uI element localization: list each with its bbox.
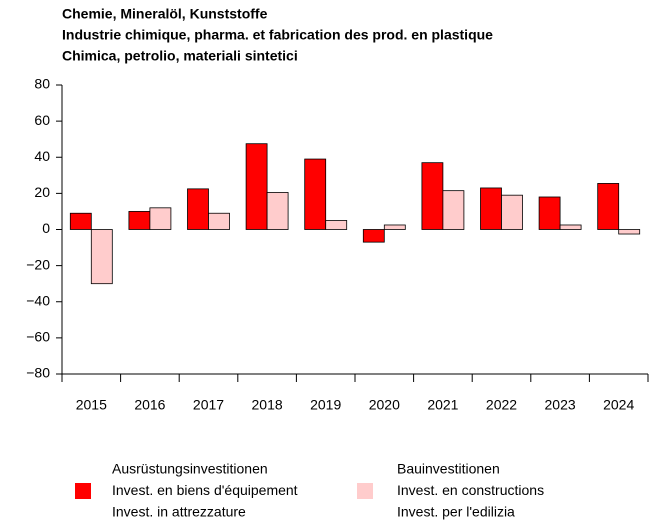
bar	[325, 220, 348, 230]
x-tick-label: 2020	[369, 397, 400, 413]
y-tick-label: 0	[42, 220, 50, 236]
y-tick-label: −40	[26, 292, 50, 308]
y-tick-label: 80	[34, 76, 50, 92]
y-tick-label: −80	[26, 365, 50, 381]
x-tick-label: 2022	[486, 397, 517, 413]
legend-label: Invest. en biens d'équipement	[112, 482, 298, 498]
bar	[501, 194, 523, 230]
bar	[559, 224, 582, 230]
x-tick-label: 2016	[134, 397, 165, 413]
bar	[362, 229, 385, 243]
bar	[149, 207, 172, 230]
bar	[480, 187, 502, 230]
x-tick-label: 2024	[603, 397, 634, 413]
legend-swatch	[75, 483, 91, 499]
bar	[618, 229, 641, 235]
chart-title: Chemie, Mineralöl, Kunststoffe	[62, 6, 268, 22]
bar	[208, 212, 230, 230]
x-tick-label: 2018	[252, 397, 283, 413]
x-tick-label: 2015	[76, 397, 107, 413]
bar	[597, 183, 620, 230]
bar	[128, 211, 151, 230]
legend-label: Bauinvestitionen	[397, 461, 500, 477]
y-tick-label: −60	[26, 329, 50, 345]
y-tick-label: 60	[34, 112, 50, 128]
legend-label: Ausrüstungsinvestitionen	[112, 461, 268, 477]
y-tick-label: 40	[34, 148, 50, 164]
chart-title: Industrie chimique, pharma. et fabricati…	[62, 27, 493, 43]
x-tick-label: 2021	[427, 397, 458, 413]
bar	[383, 224, 406, 230]
y-tick-label: 20	[34, 184, 50, 200]
bar	[266, 192, 289, 230]
x-tick-label: 2023	[545, 397, 576, 413]
y-tick-label: −20	[26, 256, 50, 272]
bar	[245, 143, 268, 230]
legend-label: Invest. en constructions	[397, 482, 544, 498]
bar	[187, 188, 209, 230]
bar	[421, 162, 444, 230]
bar	[442, 190, 465, 230]
legend-label: Invest. per l'edilizia	[397, 504, 515, 520]
legend-label: Invest. in attrezzature	[112, 504, 246, 520]
bar	[304, 158, 327, 230]
legend-swatch	[357, 483, 373, 499]
bar	[69, 212, 92, 230]
x-tick-label: 2019	[310, 397, 341, 413]
chart-title: Chimica, petrolio, materiali sintetici	[62, 48, 298, 64]
x-tick-label: 2017	[193, 397, 224, 413]
bar	[90, 229, 113, 285]
bar	[538, 196, 561, 230]
